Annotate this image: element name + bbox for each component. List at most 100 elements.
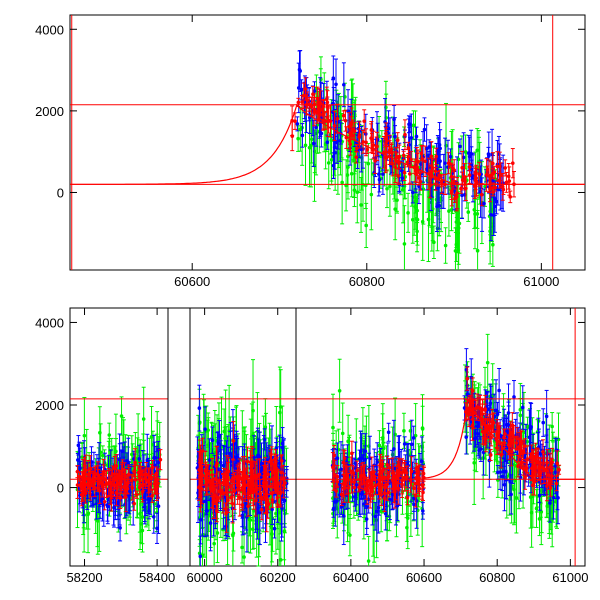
data-marker	[381, 172, 385, 176]
data-marker	[314, 125, 318, 130]
data-marker	[151, 514, 156, 519]
data-marker	[122, 472, 127, 477]
data-marker	[373, 159, 377, 163]
top-series-1-point	[379, 130, 384, 153]
top-panel: 60600 60800 61000 0 2000 4000	[35, 14, 586, 289]
data-marker	[449, 191, 454, 195]
data-marker	[365, 147, 370, 152]
data-marker	[364, 140, 368, 145]
top-series-1-point	[296, 125, 301, 152]
data-marker	[137, 456, 142, 461]
data-marker	[110, 490, 114, 495]
data-marker	[491, 171, 495, 176]
data-marker	[325, 140, 330, 144]
data-marker	[371, 143, 376, 147]
data-marker	[88, 484, 92, 488]
data-marker	[503, 166, 508, 170]
top-series-2-point	[422, 117, 427, 142]
data-marker	[443, 243, 448, 248]
top-series-1-point	[349, 150, 354, 198]
bottom-panel: 58200 58400 60000 60200 60400 60600 60800 61000…	[35, 307, 588, 585]
data-marker	[156, 504, 161, 509]
data-marker	[101, 472, 106, 477]
data-marker	[355, 190, 360, 195]
data-marker	[383, 155, 388, 160]
top-series-1-point	[420, 182, 425, 261]
data-marker	[429, 154, 434, 159]
top-series-1-point	[385, 169, 390, 209]
data-marker	[118, 526, 122, 530]
top-series-2-point	[427, 139, 432, 155]
data-marker	[332, 145, 337, 150]
data-marker	[123, 495, 128, 499]
data-marker	[488, 187, 492, 192]
data-marker	[156, 481, 160, 486]
top-series-2-point	[298, 50, 303, 92]
top-series-2-point	[341, 62, 346, 108]
top-series-1-point	[406, 192, 411, 233]
data-marker	[406, 211, 410, 215]
data-marker	[303, 143, 308, 148]
data-marker	[494, 199, 499, 204]
top-series-2-point	[331, 55, 336, 101]
data-marker	[456, 211, 460, 216]
data-marker	[112, 466, 117, 471]
data-marker	[298, 127, 303, 132]
data-marker	[473, 212, 477, 216]
data-marker	[88, 466, 93, 471]
data-marker	[463, 179, 467, 183]
data-marker	[393, 134, 397, 139]
top-series-3-point	[364, 128, 369, 157]
data-marker	[140, 490, 145, 494]
data-marker	[222, 429, 226, 434]
data-marker	[321, 104, 326, 109]
top-series-3-point	[402, 119, 407, 150]
data-marker	[148, 476, 152, 481]
data-marker	[141, 417, 146, 421]
data-marker	[335, 140, 339, 145]
data-marker	[100, 453, 105, 458]
data-marker	[82, 433, 87, 438]
top-series-1-point	[411, 110, 416, 141]
top-series-1-point	[363, 161, 368, 210]
data-marker	[446, 161, 451, 165]
data-marker	[107, 433, 112, 437]
data-marker	[331, 76, 336, 80]
data-marker	[458, 144, 462, 149]
data-marker	[150, 494, 155, 498]
data-marker	[158, 457, 163, 462]
top-series-1-point	[483, 166, 488, 207]
data-marker	[434, 154, 438, 159]
data-marker	[298, 69, 302, 73]
x-tick-label: 61000	[523, 274, 559, 289]
data-marker	[300, 133, 305, 138]
top-series-1-point	[443, 227, 448, 264]
data-marker	[489, 212, 493, 217]
data-marker	[132, 501, 137, 506]
data-marker	[364, 223, 368, 228]
data-marker	[127, 472, 131, 477]
data-marker	[395, 138, 400, 143]
data-marker	[242, 555, 246, 559]
data-marker	[349, 171, 354, 176]
data-marker	[335, 116, 340, 121]
data-marker	[332, 124, 337, 128]
data-marker	[497, 164, 502, 169]
data-marker	[352, 158, 356, 162]
data-marker	[75, 469, 80, 474]
top-series-2-point	[458, 138, 463, 155]
data-marker	[295, 122, 300, 126]
data-marker	[312, 89, 317, 93]
data-marker	[510, 161, 515, 165]
data-marker	[301, 93, 306, 98]
data-marker	[393, 207, 397, 211]
data-marker	[309, 137, 314, 142]
data-marker	[366, 161, 371, 166]
data-marker	[409, 157, 413, 162]
data-marker	[212, 541, 216, 546]
data-marker	[405, 160, 410, 164]
data-marker	[460, 193, 464, 198]
data-marker	[414, 216, 419, 221]
data-marker	[119, 480, 123, 484]
data-marker	[472, 207, 477, 212]
